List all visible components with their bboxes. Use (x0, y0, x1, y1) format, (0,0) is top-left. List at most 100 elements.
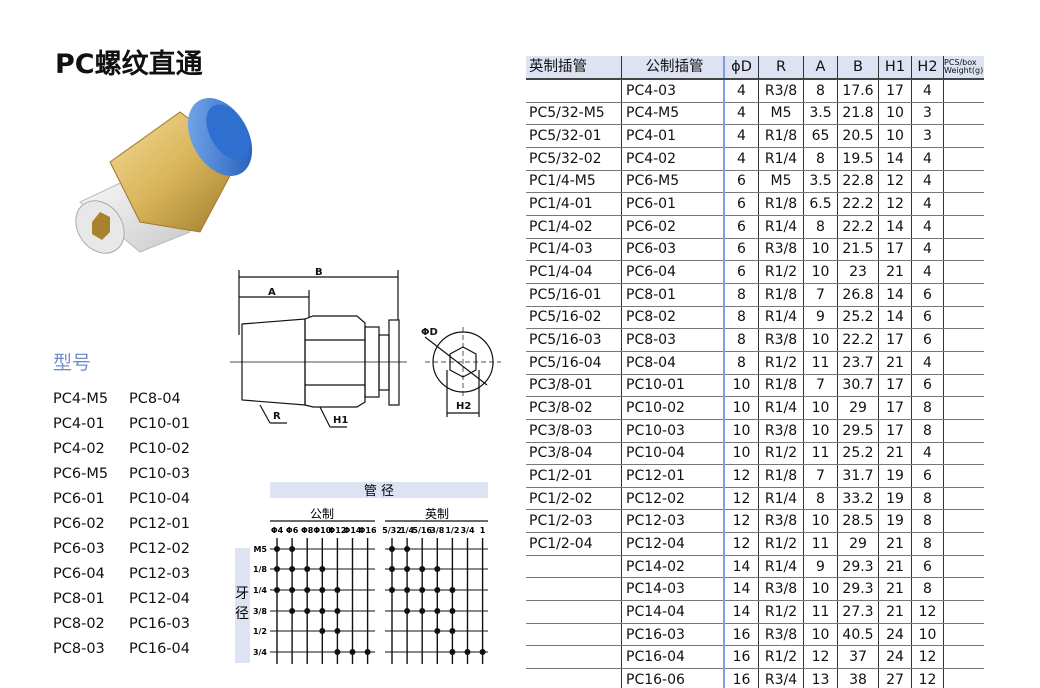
table-cell-empty (943, 283, 984, 307)
table-cell: R1/2 (758, 532, 804, 556)
table-row: PC5/32-02 PC4-02 4 R1/4 8 19.5 14 4 (526, 147, 984, 171)
table-cell: 12 (723, 532, 759, 556)
dimension-drawing: B A R H1 ΦD H2 (230, 267, 501, 428)
table-cell: 19 (878, 509, 912, 534)
compat-dot (389, 587, 395, 593)
table-cell: 8 (911, 532, 944, 556)
table-row: PC5/16-02 PC8-02 8 R1/4 9 25.2 14 6 (526, 306, 984, 330)
table-row: PC5/16-04 PC8-04 8 R1/2 11 23.7 21 4 (526, 351, 984, 375)
table-cell: 30.7 (837, 374, 879, 398)
compat-dot (319, 608, 326, 614)
table-cell: 6 (911, 306, 944, 330)
compat-dot (319, 566, 326, 572)
table-cell-empty (943, 509, 984, 534)
table-cell: 6 (723, 260, 759, 284)
table-cell: PC14-02 (621, 555, 724, 579)
table-cell: 22.2 (837, 215, 879, 239)
table-cell: 8 (911, 577, 944, 602)
table-cell: M5 (758, 102, 804, 126)
table-cell: 4 (911, 147, 944, 171)
table-cell: PC1/2-01 (526, 464, 622, 488)
product-photo (75, 98, 253, 254)
table-cell-empty (943, 260, 984, 284)
column-header: B (837, 56, 879, 80)
table-cell: 11 (803, 600, 838, 624)
table-cell: R1/8 (758, 124, 804, 148)
table-cell: 6 (911, 283, 944, 307)
table-cell: 8 (911, 396, 944, 420)
table-cell: 27.3 (837, 600, 879, 624)
table-cell: 22.2 (837, 192, 879, 216)
row-label: 3/4 (253, 648, 267, 657)
compat-dot (274, 587, 280, 593)
table-cell: 6 (723, 215, 759, 239)
table-cell: 6 (723, 170, 759, 194)
table-cell: 8 (723, 351, 759, 375)
table-cell: PC4-03 (621, 79, 724, 103)
table-cell: 4 (911, 442, 944, 466)
table-cell: R3/8 (758, 419, 804, 443)
model-item: PC6-04 (53, 566, 105, 582)
table-cell: 23.7 (837, 351, 879, 375)
side-label: 径 (235, 606, 249, 622)
table-cell: 3 (911, 102, 944, 126)
table-cell: 6 (723, 192, 759, 216)
model-item: PC8-01 (53, 591, 105, 607)
table-cell: 10 (723, 442, 759, 466)
table-cell: 29.3 (837, 577, 879, 602)
table-cell: 10 (803, 328, 838, 352)
table-cell: 23 (837, 260, 879, 284)
table-cell: 22.2 (837, 328, 879, 352)
table-cell-empty (943, 351, 984, 375)
column-label: 1/2 (445, 526, 459, 535)
table-cell: 3.5 (803, 102, 838, 126)
table-cell: 10 (803, 396, 838, 420)
table-cell: 12 (723, 509, 759, 534)
table-cell: 16 (723, 645, 759, 670)
table-cell: PC6-04 (621, 260, 724, 284)
side-band-bg (235, 548, 250, 663)
table-cell: 21.8 (837, 102, 879, 126)
table-row: PC1/4-01 PC6-01 6 R1/8 6.5 22.2 12 4 (526, 192, 984, 216)
table-cell: 4 (911, 238, 944, 262)
table-row: PC1/2-01 PC12-01 12 R1/8 7 31.7 19 6 (526, 464, 984, 488)
table-cell: 6 (911, 464, 944, 488)
table-cell: 17 (878, 419, 912, 443)
table-cell: PC5/32-01 (526, 124, 622, 148)
compat-dot (404, 546, 411, 552)
table-cell: 22.8 (837, 170, 879, 194)
table-cell-empty (943, 79, 984, 103)
table-cell: PC5/32-M5 (526, 102, 622, 126)
table-cell: 29 (837, 532, 879, 556)
table-cell: R1/4 (758, 147, 804, 171)
table-cell-empty (943, 600, 984, 624)
table-cell: 29.5 (837, 419, 879, 443)
table-cell: R1/4 (758, 306, 804, 330)
table-cell: R1/8 (758, 374, 804, 398)
table-cell: 17 (878, 79, 912, 103)
table-cell: 10 (911, 623, 944, 647)
table-row: PC14-04 14 R1/2 11 27.3 21 12 (526, 600, 984, 624)
table-cell: 6.5 (803, 192, 838, 216)
table-cell: 4 (911, 260, 944, 284)
table-cell: 65 (803, 124, 838, 148)
table-cell: 21 (878, 555, 912, 579)
column-header: R (758, 56, 804, 80)
table-cell: R1/8 (758, 283, 804, 307)
table-cell: PC6-M5 (621, 170, 724, 194)
table-cell (526, 79, 622, 103)
column-label: Φ14 (344, 526, 362, 535)
table-cell: 24 (878, 623, 912, 647)
table-cell: 14 (723, 577, 759, 602)
compat-dot (434, 587, 441, 593)
model-item: PC6-M5 (53, 466, 109, 482)
side-label: 牙 (235, 586, 249, 602)
table-cell-empty (943, 532, 984, 556)
table-cell: PC3/8-02 (526, 396, 622, 420)
table-cell: 14 (878, 283, 912, 307)
compat-dot (479, 649, 486, 655)
table-row: PC5/16-01 PC8-01 8 R1/8 7 26.8 14 6 (526, 283, 984, 307)
column-header: 英制插管 (526, 56, 622, 80)
table-cell: 10 (723, 396, 759, 420)
compat-dot (349, 649, 356, 655)
